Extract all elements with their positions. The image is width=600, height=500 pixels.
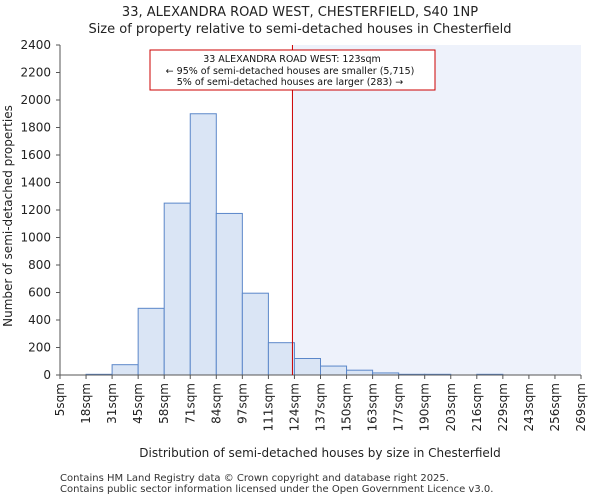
x-tick-label: 203sqm (444, 383, 458, 431)
histogram-bar (215, 212, 243, 376)
y-axis-title: Number of semi-detached properties (1, 105, 15, 327)
x-tick-label: 111sqm (261, 383, 275, 431)
histogram-bar (163, 202, 191, 376)
histogram-bar (346, 369, 374, 376)
x-axis-title: Distribution of semi-detached houses by … (139, 446, 500, 460)
x-tick-label: 58sqm (157, 383, 171, 424)
annotation-line3: 5% of semi-detached houses are larger (2… (177, 77, 404, 88)
x-tick-label: 84sqm (209, 383, 223, 424)
x-tick-label: 269sqm (574, 383, 588, 431)
x-tick-label: 137sqm (314, 383, 328, 431)
annotation-box (149, 49, 436, 91)
footer: Contains HM Land Registry data © Crown c… (60, 473, 493, 495)
y-tick-label: 2400 (20, 38, 51, 52)
y-tick-label: 0 (43, 368, 51, 382)
y-tick-label: 1600 (20, 148, 51, 162)
annotation-line2: ← 95% of semi-detached houses are smalle… (166, 66, 415, 77)
x-tick-label: 150sqm (340, 383, 354, 431)
annotation-line1: 33 ALEXANDRA ROAD WEST: 123sqm (203, 54, 381, 65)
histogram-bar (320, 365, 348, 376)
chart-subtitle: Size of property relative to semi-detach… (88, 22, 512, 37)
x-tick-label: 97sqm (235, 383, 249, 424)
y-tick-label: 2200 (20, 66, 51, 80)
x-tick-label: 163sqm (366, 383, 380, 431)
histogram-bar (241, 292, 269, 376)
histogram-bar (137, 307, 165, 376)
x-tick-label: 31sqm (105, 383, 119, 424)
x-tick-label: 256sqm (548, 383, 562, 431)
chart-title-line1: 33, ALEXANDRA ROAD WEST, CHESTERFIELD, S… (121, 5, 479, 20)
histogram-bar (189, 113, 217, 376)
footer-line1: Contains HM Land Registry data © Crown c… (60, 473, 449, 484)
x-tick-label: 5sqm (53, 383, 67, 416)
y-tick-label: 1400 (20, 176, 51, 190)
chart-title: 33, ALEXANDRA ROAD WEST, CHESTERFIELD, S… (0, 4, 600, 38)
histogram-bar (293, 358, 322, 376)
x-tick-label: 243sqm (522, 383, 536, 431)
x-tick-label: 18sqm (79, 383, 93, 424)
y-tick-label: 1800 (20, 121, 51, 135)
x-tick-label: 71sqm (183, 383, 197, 424)
histogram-bar (111, 364, 139, 376)
x-tick-label: 177sqm (392, 383, 406, 431)
y-tick-label: 600 (28, 286, 51, 300)
x-tick-label: 124sqm (287, 383, 301, 431)
y-tick-label: 1000 (20, 231, 51, 245)
x-tick-label: 45sqm (131, 383, 145, 424)
y-tick-label: 2000 (20, 93, 51, 107)
y-tick-label: 800 (28, 258, 51, 272)
larger-region-highlight (292, 45, 581, 375)
y-tick-label: 200 (28, 341, 51, 355)
x-tick-label: 229sqm (496, 383, 510, 431)
y-tick-label: 1200 (20, 203, 51, 217)
y-tick-label: 400 (28, 313, 51, 327)
histogram-bar (267, 342, 295, 376)
x-tick-label: 190sqm (418, 383, 432, 431)
x-tick-label: 216sqm (470, 383, 484, 431)
footer-line2: Contains public sector information licen… (60, 484, 494, 495)
